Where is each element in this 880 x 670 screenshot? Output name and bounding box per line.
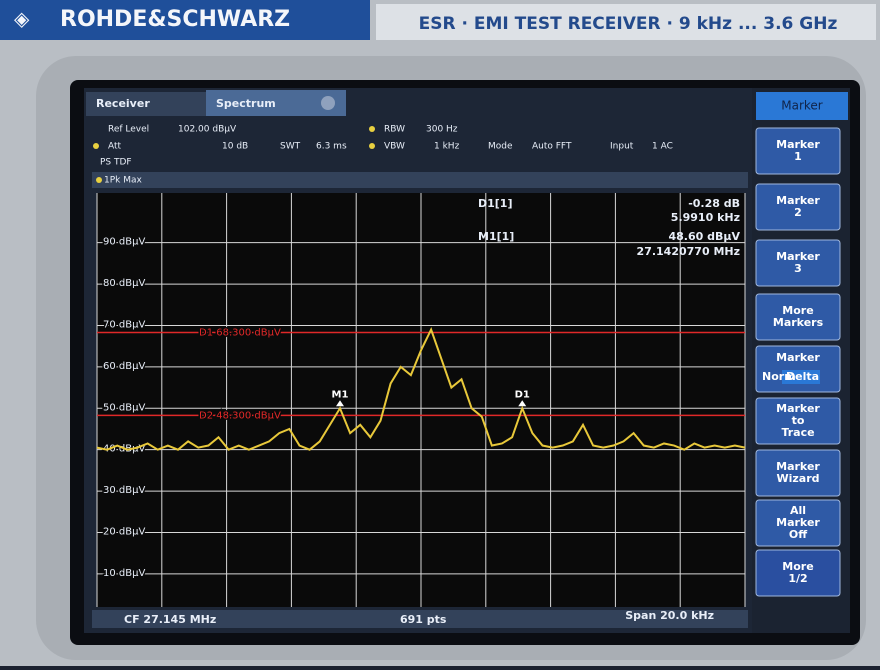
marker-label: M1 xyxy=(332,389,349,400)
readout-label: D1[1] xyxy=(478,197,513,210)
softkey-label[interactable]: Marker xyxy=(776,351,820,364)
setting-value: 6.3 ms xyxy=(316,142,347,152)
trace-bar xyxy=(92,172,748,188)
y-tick-label: 30 dBµV xyxy=(103,485,145,496)
dot xyxy=(96,177,102,183)
readout-label: M1[1] xyxy=(478,230,514,243)
dot xyxy=(369,126,375,132)
setting-label: Att xyxy=(108,142,122,152)
readout-value: 48.60 dBµV xyxy=(669,230,741,243)
marker-label: D1 xyxy=(515,389,530,400)
setting-label: Ref Level xyxy=(108,125,149,135)
readout-value: -0.28 dB xyxy=(688,197,740,210)
setting-value: 1 kHz xyxy=(434,142,460,152)
setting-value: 1 AC xyxy=(652,142,673,152)
readout-value: 27.1420770 MHz xyxy=(637,245,740,258)
display-line-label: D2 48.300 dBµV xyxy=(199,410,281,421)
transducer: PS TDF xyxy=(100,158,132,168)
display-line-label: D1 68.300 dBµV xyxy=(199,328,281,339)
setting-label: RBW xyxy=(384,125,405,135)
brand: ROHDE&SCHWARZ xyxy=(60,7,290,32)
y-tick-label: 10 dBµV xyxy=(103,568,145,579)
softkey-title: Marker xyxy=(781,99,823,113)
dot xyxy=(369,143,375,149)
dot xyxy=(93,143,99,149)
y-tick-label: 60 dBµV xyxy=(103,361,145,372)
y-tick-label: 80 dBµV xyxy=(103,278,145,289)
tab-close[interactable] xyxy=(321,96,335,110)
setting-value: 10 dB xyxy=(222,142,248,152)
toggle-delta[interactable]: Delta xyxy=(786,370,819,383)
trace-name: 1Pk Max xyxy=(104,176,143,186)
setting-value: 102.00 dBµV xyxy=(178,125,237,135)
page: ROHDE&SCHWARZ ◈ ESR · EMI TEST RECEIVER … xyxy=(0,0,880,666)
y-tick-label: 70 dBµV xyxy=(103,319,145,330)
y-tick-label: 20 dBµV xyxy=(103,526,145,537)
setting-label: Input xyxy=(610,142,634,152)
setting-label: VBW xyxy=(384,142,405,152)
y-tick-label: 90 dBµV xyxy=(103,237,145,248)
setting-value: Auto FFT xyxy=(532,142,572,152)
model: ESR · EMI TEST RECEIVER · 9 kHz ... 3.6 … xyxy=(419,14,838,34)
setting-label: SWT xyxy=(280,142,301,152)
screenshot: ROHDE&SCHWARZ ◈ ESR · EMI TEST RECEIVER … xyxy=(0,0,880,666)
readout-value: 5.9910 kHz xyxy=(671,211,740,224)
setting-label: Mode xyxy=(488,142,513,152)
logo: ◈ xyxy=(14,7,30,31)
footer-points: 691 pts xyxy=(400,613,447,626)
setting-value: 300 Hz xyxy=(426,125,458,135)
footer-cf: CF 27.145 MHz xyxy=(124,613,216,626)
footer-span: Span 20.0 kHz xyxy=(625,609,714,622)
tab-label[interactable]: Spectrum xyxy=(216,97,276,110)
y-tick-label: 50 dBµV xyxy=(103,402,145,413)
tab-label[interactable]: Receiver xyxy=(96,97,150,110)
